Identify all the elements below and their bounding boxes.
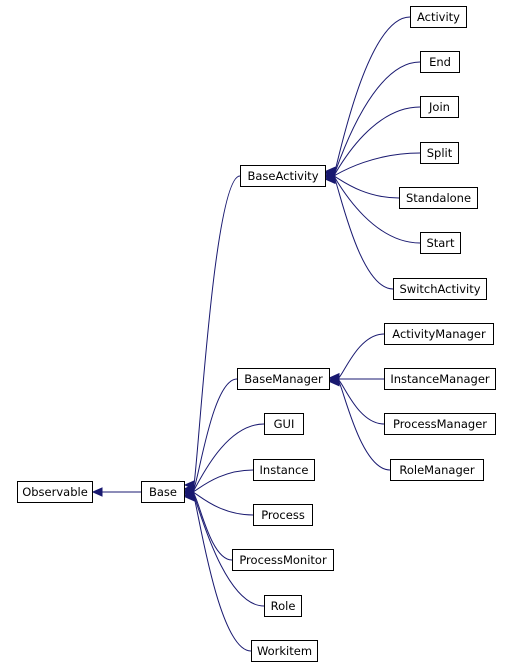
edge-line <box>193 495 265 607</box>
class-node-start[interactable]: Start <box>420 232 461 254</box>
edge-workitem-to-base <box>183 492 252 652</box>
class-node-switch-activity[interactable]: SwitchActivity <box>393 278 487 300</box>
edge-line <box>193 492 254 516</box>
edge-switch_activity-to-base_activity <box>324 174 394 290</box>
edge-line <box>334 177 421 244</box>
edge-activity_manager-to-base_manager <box>328 333 385 383</box>
class-node-end[interactable]: End <box>420 51 460 73</box>
edge-line <box>193 469 254 492</box>
edge-base-to-observable <box>91 487 141 497</box>
class-node-role[interactable]: Role <box>264 595 302 617</box>
edge-line <box>338 380 385 425</box>
arrowhead-icon <box>328 376 340 387</box>
class-node-process-manager[interactable]: ProcessManager <box>384 413 496 435</box>
arrowhead-icon <box>91 487 103 497</box>
class-node-instance-manager[interactable]: InstanceManager <box>384 368 496 390</box>
edge-base_manager-to-base <box>183 378 238 494</box>
class-node-base[interactable]: Base <box>141 481 185 503</box>
edge-line <box>193 378 238 489</box>
class-node-activity-manager[interactable]: ActivityManager <box>384 323 494 345</box>
class-node-gui[interactable]: GUI <box>264 413 304 435</box>
class-node-workitem[interactable]: Workitem <box>251 640 318 662</box>
class-node-base-activity[interactable]: BaseActivity <box>240 165 326 187</box>
edge-activity-to-base_activity <box>324 16 411 176</box>
class-node-observable[interactable]: Observable <box>17 481 93 503</box>
class-node-base-manager[interactable]: BaseManager <box>237 368 330 390</box>
class-node-instance[interactable]: Instance <box>253 459 315 481</box>
edge-line <box>338 333 385 378</box>
edge-line <box>193 175 241 486</box>
edge-base_activity-to-base <box>183 175 241 490</box>
class-node-join[interactable]: Join <box>420 96 459 118</box>
class-node-role-manager[interactable]: RoleManager <box>390 459 484 481</box>
edge-join-to-base_activity <box>324 106 421 179</box>
arrowhead-icon <box>183 492 195 502</box>
edge-line <box>334 152 421 176</box>
edge-line <box>334 179 394 290</box>
class-node-activity[interactable]: Activity <box>410 6 467 28</box>
class-node-process[interactable]: Process <box>253 504 313 526</box>
edge-process_monitor-to-base <box>183 489 233 561</box>
edge-line <box>193 493 233 561</box>
edge-line <box>334 16 411 172</box>
edge-line <box>334 106 421 175</box>
edge-role_manager-to-base_manager <box>328 376 391 471</box>
edge-line <box>193 423 265 491</box>
class-node-standalone[interactable]: Standalone <box>399 187 478 209</box>
edge-line <box>334 176 400 199</box>
edge-line <box>193 496 252 652</box>
class-node-split[interactable]: Split <box>420 142 459 164</box>
edge-line <box>338 381 391 471</box>
arrowhead-icon <box>324 174 336 185</box>
class-node-process-monitor[interactable]: ProcessMonitor <box>232 549 334 571</box>
edge-line <box>334 61 421 173</box>
